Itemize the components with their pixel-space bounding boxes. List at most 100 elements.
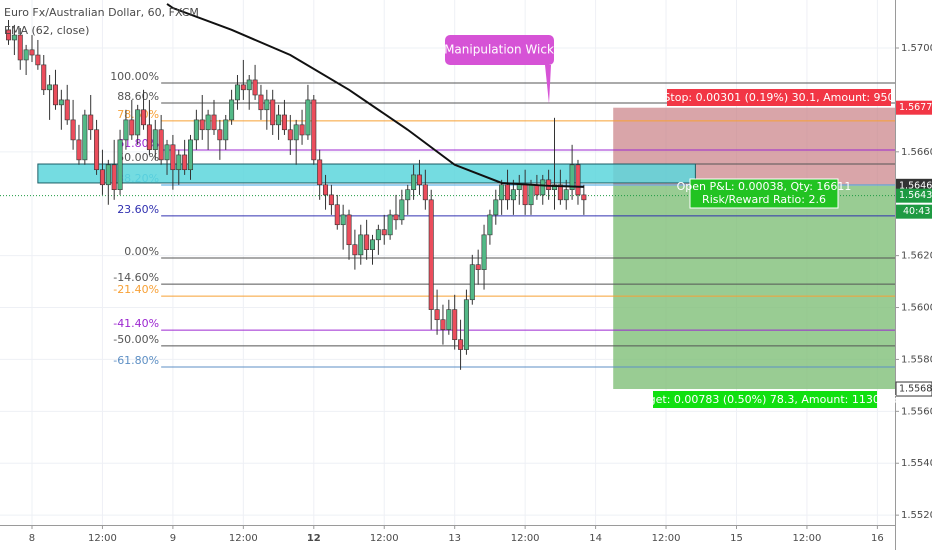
candle-body	[452, 309, 458, 341]
candle-body	[35, 54, 41, 66]
candle-body	[475, 264, 481, 270]
price-label: 1.56469	[899, 180, 932, 191]
countdown-bg	[896, 204, 932, 219]
candle-body	[399, 199, 405, 221]
candle-body	[499, 184, 505, 201]
candle-body	[276, 114, 282, 126]
y-tick-label: 1.56600	[901, 147, 932, 158]
candle-body	[411, 174, 417, 191]
target-zone	[613, 185, 895, 390]
candle-body	[205, 114, 211, 131]
fib-label: 23.60%	[117, 203, 159, 216]
candle-body	[152, 129, 158, 151]
pnl-label: Open P&L: 0.00038, Qty: 16611	[677, 180, 852, 193]
candle-body	[405, 189, 411, 201]
candle-body	[416, 174, 422, 186]
candle-body	[270, 99, 276, 126]
candle-body	[440, 319, 446, 330]
y-tick-label: 1.56200	[901, 251, 932, 262]
candle-body	[493, 199, 499, 216]
x-tick-label: 14	[589, 533, 602, 544]
x-tick-label: 13	[448, 533, 461, 544]
fib-label: 50.00%	[117, 151, 159, 164]
candle-body	[164, 144, 170, 161]
candle-body	[123, 119, 129, 141]
symbol-legend: Euro Fx/Australian Dollar, 60, FXCM	[4, 6, 199, 19]
candle-body	[575, 164, 581, 196]
price-label-bg	[896, 100, 932, 115]
candle-body	[323, 184, 329, 196]
plot-area: 100.00%88.60%78.60%61.80%50.00%38.20%23.…	[0, 3, 895, 390]
indicator-legend: EMA (62, close)	[4, 24, 89, 37]
candle-body	[76, 139, 82, 161]
y-tick-label: 1.55600	[901, 406, 932, 417]
candle-body	[188, 139, 194, 171]
candle-body	[94, 129, 100, 171]
y-tick-label: 1.56000	[901, 303, 932, 314]
candle-body	[563, 189, 569, 201]
candle-body	[193, 119, 199, 141]
annotation-text: Manipulation Wick	[444, 43, 554, 57]
stop-label: Stop: 0.00301 (0.19%) 30.1, Amount: 950	[663, 91, 894, 104]
candle-body	[41, 64, 47, 91]
candle-body	[505, 184, 511, 201]
candle-body	[387, 214, 393, 236]
candle-body	[569, 164, 575, 191]
candle-body	[176, 154, 182, 171]
x-tick-label: 12:00	[652, 533, 681, 544]
candle-body	[516, 184, 522, 191]
candle-body	[364, 234, 370, 250]
candle-body	[158, 129, 164, 161]
candle-body	[240, 84, 246, 91]
candle-body	[258, 94, 264, 111]
x-tick-label: 12	[307, 533, 321, 544]
x-tick-label: 12:00	[229, 533, 258, 544]
candle-body	[358, 234, 364, 256]
candle-body	[375, 229, 381, 241]
candle-body	[64, 99, 70, 121]
candle-body	[47, 84, 53, 91]
fib-label: -61.80%	[113, 354, 159, 367]
candle-body	[264, 99, 270, 111]
candle-body	[370, 239, 376, 250]
candle-body	[328, 194, 334, 206]
candle-body	[434, 309, 440, 321]
candle-body	[334, 204, 340, 226]
fib-label: -50.00%	[113, 333, 159, 346]
candle-body	[17, 34, 23, 61]
overlays: Euro Fx/Australian Dollar, 60, FXCM EMA …	[4, 6, 897, 408]
candle-body	[246, 79, 252, 91]
target-label: Target: 0.00783 (0.50%) 78.3, Amount: 11…	[632, 393, 898, 406]
candle-body	[534, 184, 540, 196]
candle-body	[141, 109, 147, 126]
candle-body	[234, 84, 240, 101]
stop-label-bg	[667, 89, 891, 106]
candle-body	[557, 184, 563, 201]
x-tick-label: 12:00	[793, 533, 822, 544]
ema-line	[166, 3, 584, 188]
candle-body	[528, 184, 534, 206]
candle-body	[182, 154, 188, 171]
y-tick-label: 1.55400	[901, 458, 932, 469]
fib-label: -41.40%	[113, 317, 159, 330]
candle-body	[540, 179, 546, 196]
candle-body	[340, 214, 346, 226]
price-label-bg	[895, 381, 932, 397]
candle-body	[52, 84, 58, 106]
candle-body	[252, 79, 258, 96]
x-tick-label: 12:00	[511, 533, 540, 544]
x-tick-label: 8	[29, 533, 35, 544]
countdown: 40:43	[903, 206, 930, 217]
candle-body	[82, 114, 88, 161]
candle-body	[469, 264, 475, 301]
candle-body	[446, 309, 452, 330]
fib-label: 88.60%	[117, 90, 159, 103]
candle-body	[393, 214, 399, 221]
candle-body	[510, 189, 516, 201]
y-tick-label: 1.55200	[901, 510, 932, 521]
candle-body	[522, 184, 528, 206]
x-tick-label: 9	[170, 533, 176, 544]
x-tick-label: 12:00	[370, 533, 399, 544]
